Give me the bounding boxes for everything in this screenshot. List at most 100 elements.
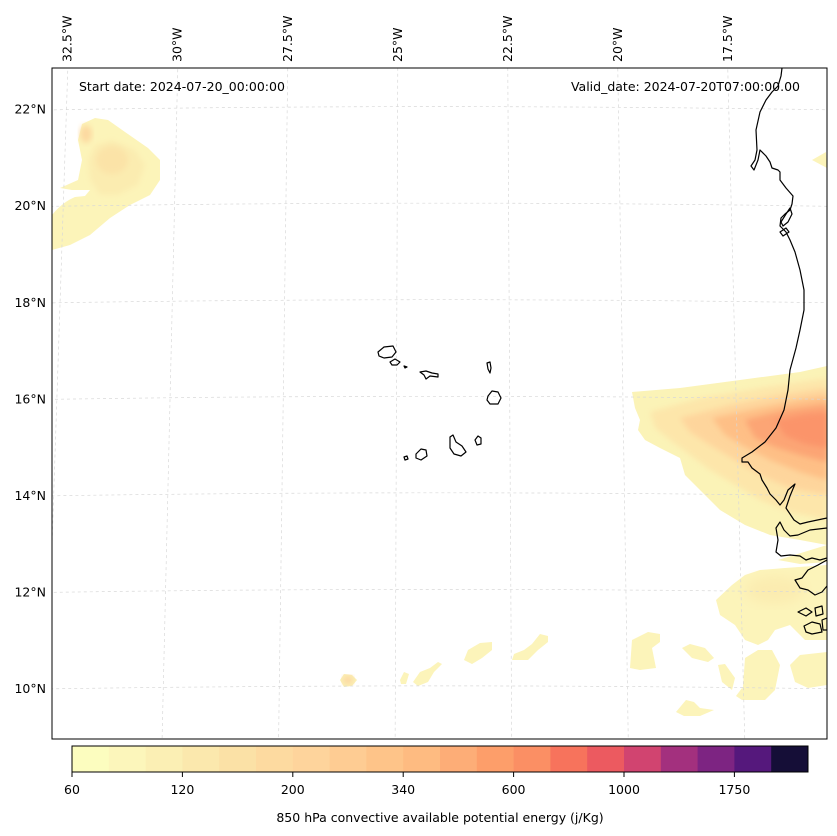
parallel-gridline <box>52 299 827 304</box>
cape-region-south <box>340 634 548 687</box>
coastline-guinea-bissau <box>794 559 827 596</box>
cape-contour <box>775 412 827 448</box>
parallel-gridline <box>52 492 827 497</box>
cape-contour <box>742 650 780 700</box>
map-area: Start date: 2024-07-20_00:00:00 Valid_da… <box>52 68 827 739</box>
latitude-label: 20°N <box>14 198 46 213</box>
meridian-gridline <box>727 68 746 739</box>
cape-contour <box>682 644 714 662</box>
island-sal <box>486 361 492 374</box>
latitude-labels: 22°N 20°N 18°N 16°N 14°N 12°N 10°N <box>14 102 46 696</box>
cape-contour <box>400 672 409 684</box>
colorbar-frame <box>71 745 809 773</box>
coastline-mauritania-senegal <box>741 68 827 525</box>
colorbar-segment <box>292 746 331 772</box>
map-frame <box>51 67 828 740</box>
longitude-label: 20°W <box>610 27 625 62</box>
colorbar-tick-label: 600 <box>502 782 526 797</box>
colorbar-segment <box>72 746 110 772</box>
island-santa-luzia <box>403 365 408 369</box>
cape-contour <box>812 152 827 168</box>
gridlines <box>52 68 827 739</box>
colorbar-segment <box>256 746 294 772</box>
island-sao-vicente <box>389 358 401 366</box>
colorbar-segment <box>440 746 478 772</box>
colorbar-segment <box>476 746 515 772</box>
latitude-label: 10°N <box>14 681 46 696</box>
colorbar: 60 120 200 340 600 1000 1750 850 hPa convectiv… <box>64 745 809 825</box>
colorbar-segment <box>697 746 735 772</box>
valid-date-label: Valid_date: 2024-07-20T07:00:00.00 <box>571 79 800 94</box>
meridian-gridline <box>161 68 179 739</box>
colorbar-segment <box>219 746 257 772</box>
island-santiago <box>449 434 467 457</box>
latitude-label: 12°N <box>14 584 46 599</box>
longitude-label: 27.5°W <box>280 16 295 62</box>
longitude-label: 25°W <box>390 27 405 62</box>
start-date-label: Start date: 2024-07-20_00:00:00 <box>79 79 285 94</box>
colorbar-tick-label: 340 <box>391 782 415 797</box>
cape-contour <box>96 146 128 174</box>
coastlines <box>741 68 827 635</box>
colorbar-segment <box>182 746 220 772</box>
colorbar-segment <box>624 746 662 772</box>
colorbar-segment <box>771 746 809 772</box>
longitude-label: 22.5°W <box>500 16 515 62</box>
colorbar-tick-label: 60 <box>64 782 80 797</box>
colorbar-segment <box>329 746 367 772</box>
cape-contour <box>630 632 660 670</box>
colorbar-segment <box>734 746 772 772</box>
parallel-gridline <box>52 685 827 690</box>
cape-contour <box>736 688 748 700</box>
meridian-gridline <box>394 68 399 739</box>
colorbar-tick-label: 120 <box>170 782 194 797</box>
meridian-gridline <box>617 68 629 739</box>
colorbar-tick-label: 1000 <box>608 782 640 797</box>
longitude-label: 30°W <box>170 27 185 62</box>
cape-contour <box>790 652 827 688</box>
island-sao-nicolau <box>419 370 439 380</box>
meridian-gridline <box>278 68 289 739</box>
colorbar-tick-label: 1750 <box>718 782 750 797</box>
cape-contour <box>343 676 353 684</box>
colorbar-tick-label: 200 <box>281 782 305 797</box>
island-bijagos-1 <box>797 607 813 617</box>
meridian-gridline <box>507 68 513 739</box>
island-brava <box>403 455 409 461</box>
colorbar-segment <box>587 746 625 772</box>
cape-region-northwest <box>52 118 160 250</box>
colorbar-label: 850 hPa convective available potential e… <box>276 810 603 825</box>
meridian-gridline <box>52 68 69 557</box>
island-bijagos-2 <box>814 605 824 617</box>
cape-contour <box>718 664 735 690</box>
latitude-label: 16°N <box>14 391 46 406</box>
island-bijagos-3 <box>803 621 823 635</box>
colorbar-segment <box>108 746 147 772</box>
colorbar-segment <box>550 746 588 772</box>
colorbar-segments <box>72 746 809 772</box>
island-boa-vista <box>486 390 502 405</box>
island-dakhla <box>780 207 793 227</box>
colorbar-ticks: 60 120 200 340 600 1000 1750 <box>64 772 750 797</box>
latitude-label: 14°N <box>14 488 46 503</box>
island-santo-antao <box>377 345 397 359</box>
longitude-label: 17.5°W <box>720 16 735 62</box>
longitude-label: 32.5°W <box>60 16 75 62</box>
colorbar-segment <box>403 746 441 772</box>
latitude-label: 22°N <box>14 102 46 117</box>
latitude-label: 18°N <box>14 295 46 310</box>
colorbar-segment <box>366 746 404 772</box>
cape-contour <box>464 642 492 664</box>
longitude-labels: 32.5°W 30°W 27.5°W 25°W 22.5°W 20°W 17.5°W <box>60 16 735 62</box>
cape-contour <box>512 634 548 660</box>
parallel-gridline <box>52 589 827 593</box>
island-fogo <box>415 448 428 461</box>
island-bijagos-4 <box>821 617 827 631</box>
coastline-gambia-south <box>775 521 827 561</box>
cape-verde-islands <box>377 345 502 461</box>
cape-contour <box>676 700 714 716</box>
island-maio <box>474 435 482 446</box>
colorbar-segment <box>660 746 699 772</box>
colorbar-segment <box>513 746 551 772</box>
cape-contour <box>413 662 442 686</box>
